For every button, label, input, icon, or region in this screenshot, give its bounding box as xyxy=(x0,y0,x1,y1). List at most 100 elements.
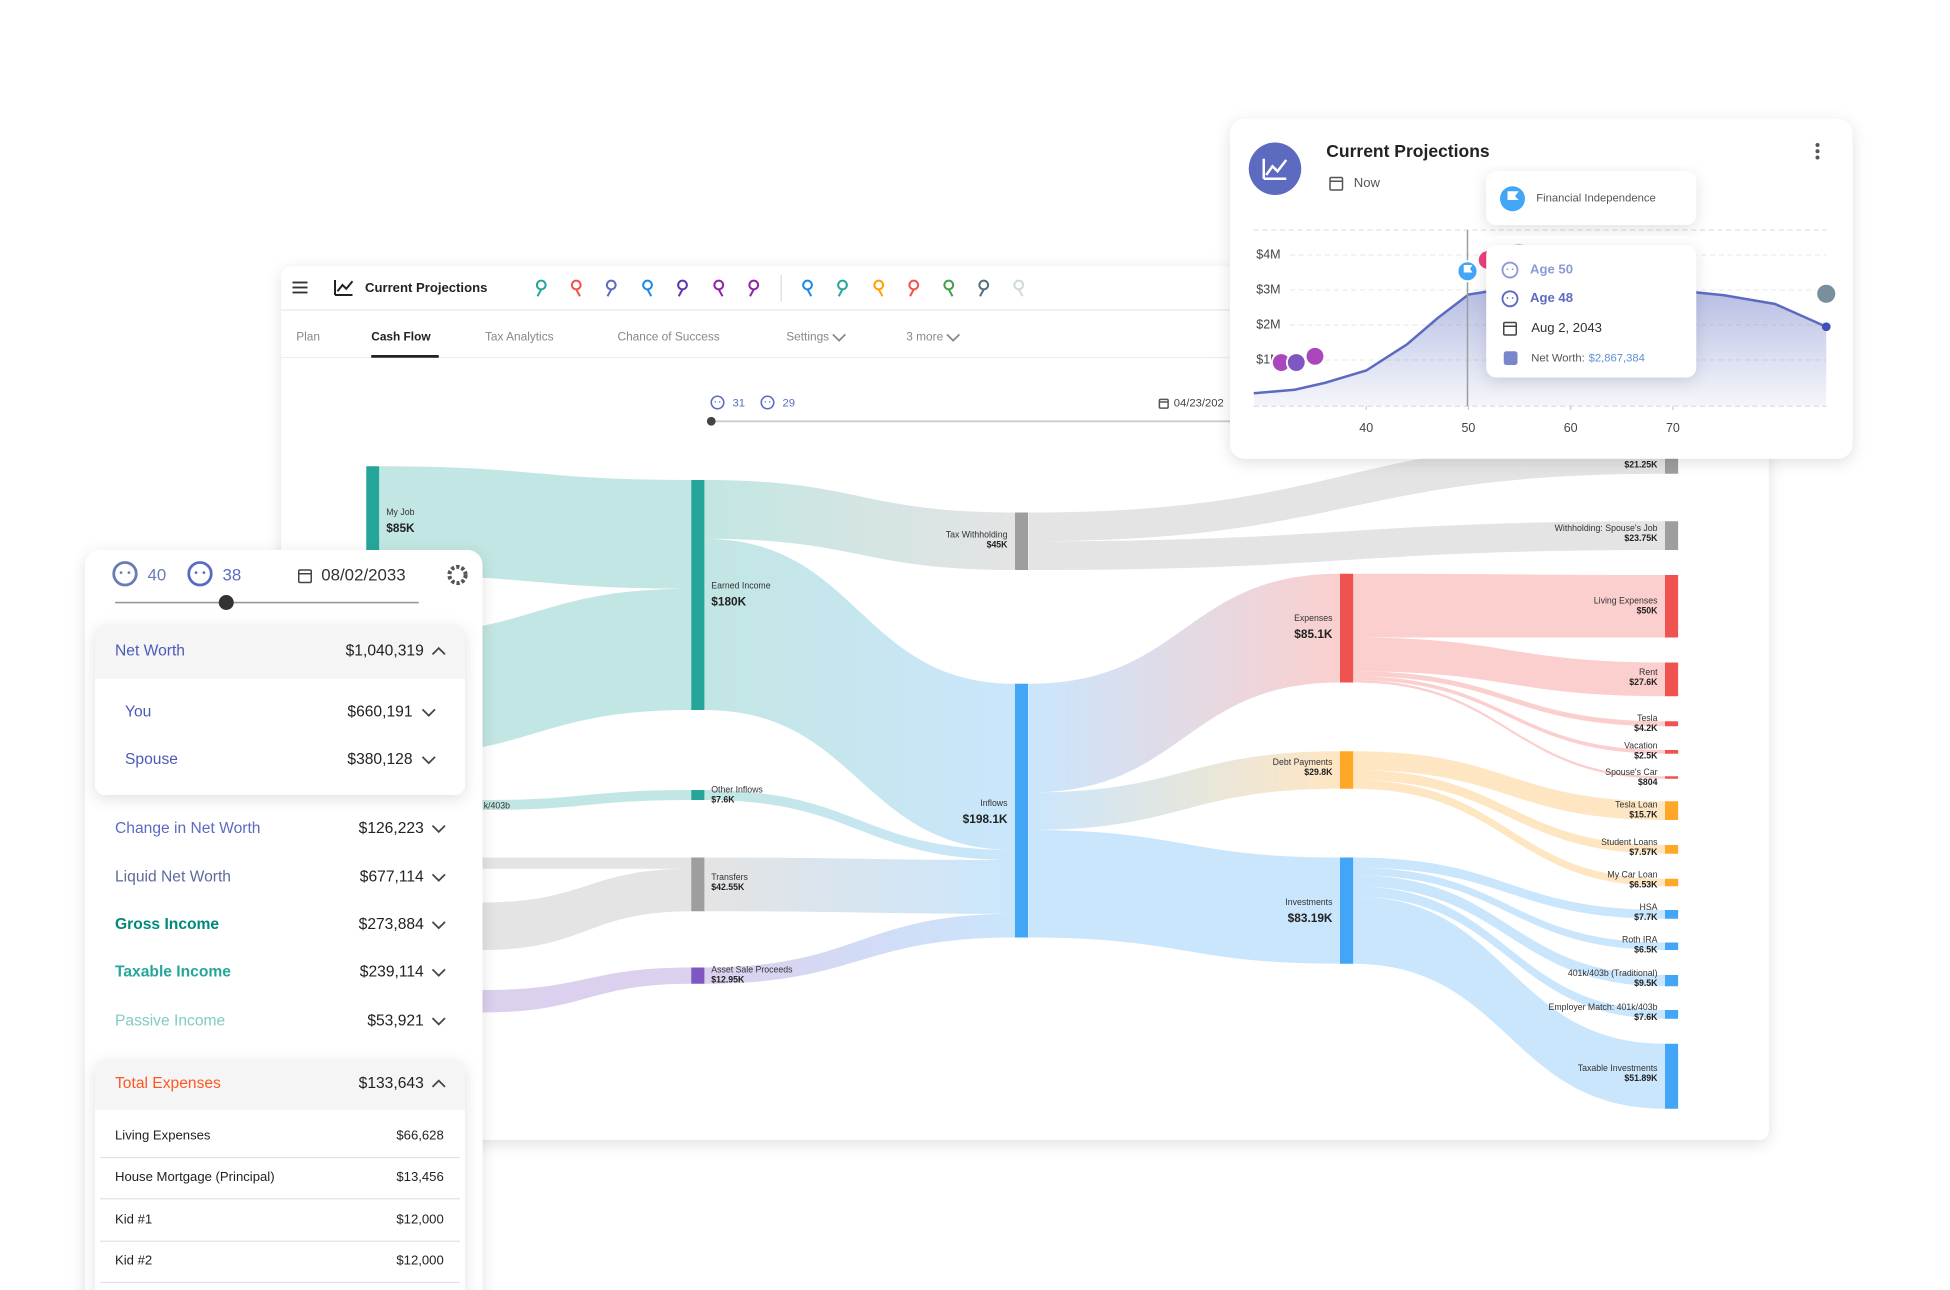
sankey-flow xyxy=(703,480,1015,570)
node-label: Investments xyxy=(1285,897,1333,907)
node-value: $198.1K xyxy=(963,812,1008,826)
tab[interactable]: 3 more xyxy=(906,330,943,344)
node-label: HSA xyxy=(1640,902,1658,912)
expense-label: Kid #2 xyxy=(115,1253,152,1268)
sankey-flow xyxy=(1352,896,1665,1109)
sankey-flow xyxy=(1352,671,1665,727)
avatar-eye xyxy=(119,571,123,574)
expand-icon[interactable] xyxy=(431,873,446,882)
tab[interactable]: Plan xyxy=(296,330,320,344)
timeline-knob[interactable] xyxy=(706,416,716,426)
metric-label: Taxable Income xyxy=(115,964,231,981)
tab[interactable]: Cash Flow xyxy=(371,330,431,344)
avatar-icon xyxy=(710,395,725,410)
metric-value: $126,223 xyxy=(359,820,424,837)
collapse-icon[interactable] xyxy=(431,646,446,655)
tab[interactable]: Settings xyxy=(786,330,829,344)
data-tooltip xyxy=(1486,245,1697,378)
expand-icon[interactable] xyxy=(421,756,436,765)
node-label: Taxable Investments xyxy=(1578,1063,1658,1073)
calendar-icon xyxy=(1158,398,1169,409)
avatar-eye xyxy=(764,401,767,403)
sankey-node xyxy=(1665,750,1679,754)
avatar-eye xyxy=(714,401,717,403)
milestone-marker[interactable] xyxy=(1285,352,1307,373)
node-value: $4.2K xyxy=(1634,723,1658,733)
tooltip-age: Age 50 xyxy=(1530,261,1573,276)
node-label: Roth IRA xyxy=(1622,934,1658,944)
node-label: Student Loans xyxy=(1601,837,1658,847)
tab[interactable]: Chance of Success xyxy=(618,330,720,344)
node-value: $7.7K xyxy=(1634,912,1658,922)
sankey-node xyxy=(1665,942,1679,950)
tab-underline xyxy=(371,355,439,358)
avatar-eye xyxy=(127,571,131,574)
collapse-icon[interactable] xyxy=(431,1079,446,1088)
panel-age: 38 xyxy=(223,566,242,585)
expand-icon[interactable] xyxy=(431,825,446,834)
timeline-date: 04/23/202 xyxy=(1174,398,1224,410)
node-label: Transfers xyxy=(711,872,748,882)
node-value: $27.6K xyxy=(1629,677,1658,687)
milestone-marker[interactable] xyxy=(1815,282,1838,305)
chart-icon xyxy=(334,280,354,296)
settings-icon[interactable] xyxy=(447,564,468,586)
metric-value: $53,921 xyxy=(367,1012,423,1029)
sankey-node xyxy=(1015,683,1029,938)
menu-dot[interactable] xyxy=(1815,155,1820,160)
toolbar-icon-stem xyxy=(717,288,724,297)
toolbar-icon-stem xyxy=(575,288,581,297)
expand-icon[interactable] xyxy=(431,1017,446,1026)
milestone-marker[interactable] xyxy=(1304,345,1326,367)
milestone-tooltip xyxy=(1486,171,1697,225)
node-label: k/403b xyxy=(484,801,510,811)
sankey-node xyxy=(1340,857,1354,964)
node-value: $180K xyxy=(711,595,746,609)
sankey-node xyxy=(691,967,705,984)
node-value: $2.5K xyxy=(1634,751,1658,761)
metric-value: $133,643 xyxy=(359,1075,424,1092)
timeline-age: 29 xyxy=(783,398,796,410)
toolbar-icon-stem xyxy=(909,288,915,297)
avatar-eye xyxy=(1511,268,1514,271)
toolbar-icon-stem xyxy=(606,288,613,297)
avatar-eye xyxy=(1511,297,1514,299)
metric-value: $239,114 xyxy=(360,964,424,981)
sankey: My Job $85K Earned Income $180K Other Inflow… xyxy=(366,437,1679,1109)
expand-icon[interactable] xyxy=(832,333,846,342)
node-label: Spouse's Car xyxy=(1605,767,1657,777)
menu-dot[interactable] xyxy=(1815,143,1820,147)
node-label: 401k/403b (Traditional) xyxy=(1568,968,1658,978)
x-tick-label: 50 xyxy=(1461,421,1475,435)
menu-dot[interactable] xyxy=(1815,149,1820,154)
sankey-flow xyxy=(1352,680,1665,779)
sankey-node xyxy=(1665,575,1679,638)
metric-label: Gross Income xyxy=(115,916,219,933)
milestone-label: Financial Independence xyxy=(1536,193,1655,205)
tab[interactable]: Tax Analytics xyxy=(485,330,554,344)
sankey-flow xyxy=(1352,573,1665,638)
sankey-node xyxy=(1340,573,1354,683)
toolbar-icon-stem xyxy=(979,288,985,297)
sankey-flow xyxy=(1352,886,1665,1019)
node-label: Withholding: Spouse's Job xyxy=(1555,523,1658,533)
node-label: Other Inflows xyxy=(711,784,763,794)
node-label: Vacation xyxy=(1624,741,1658,751)
toolbar-icon-stem xyxy=(1017,288,1024,297)
sankey-node xyxy=(1665,801,1679,820)
y-tick-label: $4M xyxy=(1256,247,1280,261)
expense-value: $13,456 xyxy=(396,1169,443,1184)
expand-icon[interactable] xyxy=(431,968,446,977)
panel-age: 40 xyxy=(148,566,167,585)
panel-slider-knob[interactable] xyxy=(218,595,234,610)
node-value: $51.89K xyxy=(1624,1073,1658,1083)
panel-date: 08/02/2033 xyxy=(321,566,405,585)
expand-icon[interactable] xyxy=(421,708,436,717)
avatar-icon xyxy=(760,395,775,410)
metric-value: $677,114 xyxy=(360,869,424,886)
x-tick-label: 40 xyxy=(1359,421,1373,435)
expand-icon[interactable] xyxy=(946,333,961,342)
expand-icon[interactable] xyxy=(431,921,446,930)
breakdown-label: Spouse xyxy=(125,751,178,768)
